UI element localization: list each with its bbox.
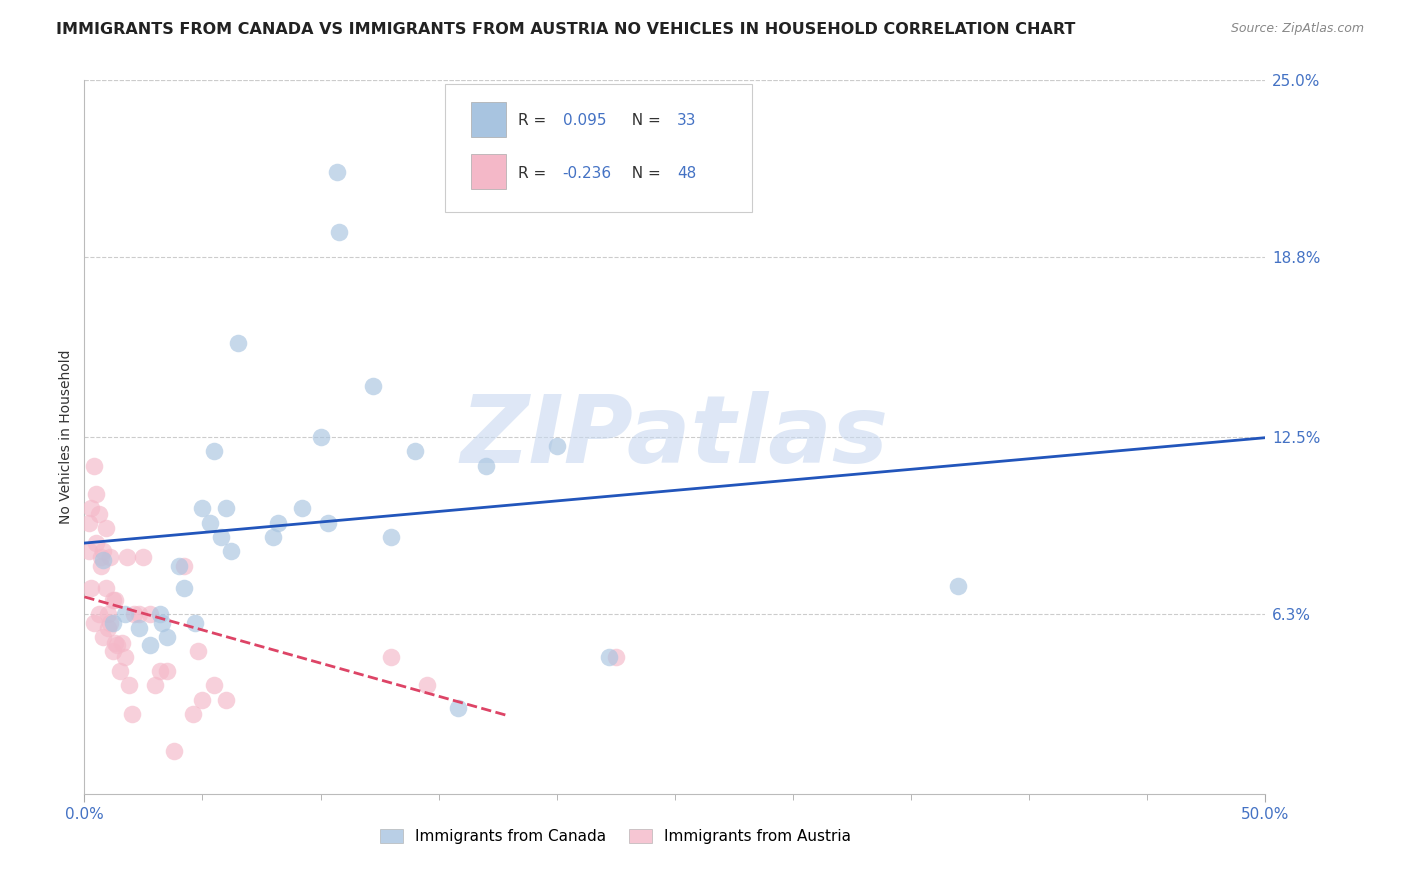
Point bbox=[77, 544, 100, 558]
Point bbox=[215, 692, 238, 706]
Point bbox=[416, 678, 439, 692]
Point bbox=[77, 516, 100, 530]
Point bbox=[149, 664, 172, 678]
Point bbox=[173, 582, 195, 596]
Text: ZIPatlas: ZIPatlas bbox=[461, 391, 889, 483]
Point bbox=[198, 516, 221, 530]
Point bbox=[291, 501, 314, 516]
Point bbox=[98, 615, 121, 630]
Text: N =: N = bbox=[621, 166, 665, 180]
Point bbox=[380, 649, 402, 664]
Point bbox=[128, 607, 150, 621]
Point bbox=[114, 607, 136, 621]
Point bbox=[90, 549, 112, 564]
Text: N =: N = bbox=[621, 113, 665, 128]
Point bbox=[107, 639, 129, 653]
Point bbox=[128, 621, 150, 635]
Point bbox=[267, 516, 290, 530]
Text: IMMIGRANTS FROM CANADA VS IMMIGRANTS FROM AUSTRIA NO VEHICLES IN HOUSEHOLD CORRE: IMMIGRANTS FROM CANADA VS IMMIGRANTS FRO… bbox=[56, 22, 1076, 37]
FancyBboxPatch shape bbox=[444, 84, 752, 212]
Point bbox=[132, 549, 155, 564]
Point bbox=[181, 706, 204, 721]
Point bbox=[98, 549, 121, 564]
Point bbox=[215, 501, 238, 516]
Point bbox=[94, 582, 117, 596]
Point bbox=[163, 744, 186, 758]
Text: R =: R = bbox=[517, 166, 551, 180]
Point bbox=[97, 607, 120, 621]
Point bbox=[191, 501, 214, 516]
Point bbox=[226, 335, 249, 350]
FancyBboxPatch shape bbox=[471, 153, 506, 189]
Point bbox=[546, 439, 568, 453]
Point bbox=[83, 615, 105, 630]
Point bbox=[446, 701, 468, 715]
Point bbox=[605, 649, 627, 664]
Text: 48: 48 bbox=[678, 166, 696, 180]
Point bbox=[101, 644, 124, 658]
Point bbox=[361, 378, 384, 392]
Point bbox=[84, 487, 107, 501]
Point bbox=[104, 592, 127, 607]
Point bbox=[404, 444, 426, 458]
Point bbox=[262, 530, 284, 544]
Point bbox=[150, 615, 173, 630]
Legend: Immigrants from Canada, Immigrants from Austria: Immigrants from Canada, Immigrants from … bbox=[374, 823, 858, 850]
Point bbox=[87, 607, 110, 621]
Point bbox=[475, 458, 498, 473]
Text: R =: R = bbox=[517, 113, 551, 128]
Text: 33: 33 bbox=[678, 113, 697, 128]
Point bbox=[91, 630, 114, 644]
Point bbox=[84, 535, 107, 549]
Point bbox=[173, 558, 195, 573]
Point bbox=[80, 582, 103, 596]
Point bbox=[83, 458, 105, 473]
Text: -0.236: -0.236 bbox=[562, 166, 612, 180]
Point bbox=[97, 621, 120, 635]
Point bbox=[187, 644, 209, 658]
Point bbox=[111, 635, 134, 649]
FancyBboxPatch shape bbox=[471, 102, 506, 137]
Point bbox=[156, 630, 179, 644]
Point bbox=[94, 521, 117, 535]
Point bbox=[328, 225, 350, 239]
Point bbox=[598, 649, 620, 664]
Point bbox=[91, 553, 114, 567]
Point bbox=[309, 430, 332, 444]
Point bbox=[184, 615, 207, 630]
Point bbox=[122, 607, 145, 621]
Point bbox=[91, 544, 114, 558]
Point bbox=[101, 592, 124, 607]
Point bbox=[115, 549, 138, 564]
Point bbox=[948, 578, 970, 592]
Point bbox=[316, 516, 339, 530]
Point bbox=[380, 530, 402, 544]
Text: Source: ZipAtlas.com: Source: ZipAtlas.com bbox=[1230, 22, 1364, 36]
Point bbox=[156, 664, 179, 678]
Point bbox=[202, 678, 225, 692]
Point bbox=[139, 607, 162, 621]
Point bbox=[101, 615, 124, 630]
Point bbox=[121, 706, 143, 721]
Point bbox=[202, 444, 225, 458]
Point bbox=[104, 635, 127, 649]
Point bbox=[167, 558, 190, 573]
Point bbox=[87, 507, 110, 521]
Point bbox=[108, 664, 131, 678]
Point bbox=[209, 530, 232, 544]
Point bbox=[90, 558, 112, 573]
Point bbox=[143, 678, 166, 692]
Text: 0.095: 0.095 bbox=[562, 113, 606, 128]
Point bbox=[114, 649, 136, 664]
Point bbox=[118, 678, 141, 692]
Point bbox=[149, 607, 172, 621]
Y-axis label: No Vehicles in Household: No Vehicles in Household bbox=[59, 350, 73, 524]
Point bbox=[139, 639, 162, 653]
Point bbox=[326, 164, 349, 178]
Point bbox=[80, 501, 103, 516]
Point bbox=[191, 692, 214, 706]
Point bbox=[219, 544, 242, 558]
